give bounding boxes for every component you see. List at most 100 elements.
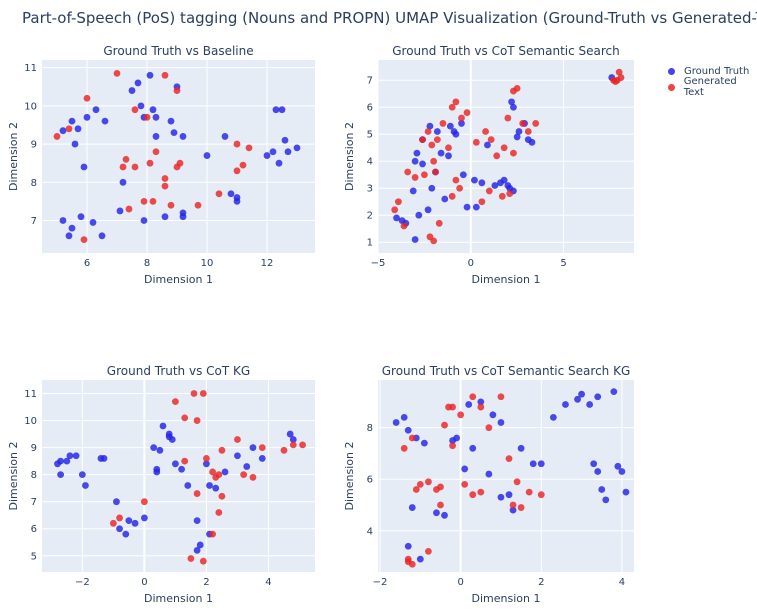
ground-truth-point: [450, 128, 458, 135]
ground-truth-point: [98, 232, 106, 240]
ground-truth-point: [411, 236, 419, 243]
y-axis-label: Dimension 2: [343, 442, 356, 511]
generated-text-point: [391, 206, 399, 214]
tick-label-x: 10: [201, 258, 214, 269]
generated-text-point: [472, 138, 480, 146]
generated-text-point: [457, 411, 465, 419]
ground-truth-point: [622, 488, 630, 496]
tick-label-y: 2: [367, 211, 373, 222]
legend-item-generated-text[interactable]: Generated Text: [668, 76, 757, 98]
ground-truth-point: [170, 129, 178, 137]
ground-truth-point: [203, 152, 211, 159]
generated-text-point: [482, 128, 489, 135]
ground-truth-point: [411, 157, 419, 165]
tick-label-x: 5: [560, 258, 566, 269]
ground-truth-point: [420, 439, 428, 447]
generated-text-point: [509, 501, 517, 509]
ground-truth-point: [179, 133, 187, 140]
generated-text-point: [505, 455, 513, 463]
legend-item-ground-truth[interactable]: Ground Truth: [668, 63, 757, 79]
tick-label-y: 7: [367, 76, 373, 87]
generated-text-point: [525, 488, 533, 496]
ground-truth-point: [196, 541, 204, 549]
ground-truth-point: [449, 437, 456, 444]
ground-truth-point: [618, 468, 626, 475]
ground-truth-point: [203, 460, 210, 468]
legend-marker-generated-text: [668, 83, 675, 91]
ground-truth-point: [509, 506, 517, 514]
generated-text-point: [119, 163, 127, 171]
ground-truth-point: [131, 519, 139, 527]
ground-truth-point: [471, 176, 478, 184]
generated-text-point: [487, 136, 495, 144]
plot-area-2: [378, 60, 634, 253]
ground-truth-point: [461, 465, 469, 473]
ground-truth-point: [152, 133, 160, 140]
ground-truth-point: [428, 184, 436, 192]
generated-text-point: [469, 393, 477, 401]
generated-text-point: [524, 128, 532, 135]
ground-truth-point: [441, 511, 448, 519]
ground-truth-point: [513, 133, 521, 141]
ground-truth-point: [446, 122, 454, 130]
ground-truth-point: [400, 413, 408, 421]
generated-text-point: [215, 190, 223, 198]
ground-truth-point: [89, 219, 97, 226]
generated-text-point: [404, 168, 412, 176]
ground-truth-point: [458, 120, 465, 127]
generated-text-point: [193, 490, 201, 497]
ground-truth-point: [463, 203, 471, 211]
generated-text-point: [532, 120, 540, 127]
ground-truth-point: [152, 113, 160, 121]
ground-truth-point: [537, 460, 545, 468]
ground-truth-point: [116, 207, 124, 215]
generated-text-point: [498, 192, 506, 200]
ground-truth-point: [227, 190, 235, 198]
generated-text-point: [439, 120, 447, 127]
generated-text-point: [83, 94, 91, 102]
ground-truth-point: [249, 444, 257, 452]
tick-label-y: 8: [31, 178, 37, 189]
ground-truth-point: [146, 71, 154, 79]
ground-truth-point: [437, 149, 445, 157]
generated-text-point: [194, 201, 202, 209]
ground-truth-point: [258, 455, 266, 462]
tick-label-x: 0: [141, 577, 147, 588]
ground-truth-point: [83, 113, 91, 121]
generated-text-point: [146, 159, 154, 167]
generated-text-point: [167, 201, 175, 209]
generated-text-point: [513, 478, 521, 486]
generated-text-point: [215, 471, 223, 479]
legend-label-generated-text: Generated Text: [683, 76, 737, 98]
generated-text-point: [190, 390, 198, 397]
generated-text-point: [239, 161, 247, 169]
generated-text-point: [233, 140, 241, 148]
ground-truth-point: [184, 482, 192, 489]
ground-truth-point: [497, 419, 505, 426]
ground-truth-point: [80, 163, 88, 171]
ground-truth-point: [171, 460, 179, 468]
generated-text-point: [245, 144, 253, 152]
ground-truth-point: [134, 79, 142, 87]
generated-text-point: [80, 236, 88, 244]
ground-truth-point: [116, 525, 123, 533]
x-axis-label: Dimension 1: [144, 273, 213, 286]
tick-label-x: 2: [203, 577, 209, 588]
ground-truth-point: [269, 148, 277, 156]
ground-truth-point: [153, 465, 161, 473]
generated-text-point: [149, 198, 157, 205]
generated-text-point: [181, 414, 189, 422]
generated-text-point: [458, 114, 465, 122]
generated-text-point: [400, 444, 408, 452]
ground-truth-point: [426, 122, 434, 130]
ground-truth-point: [179, 213, 187, 221]
generated-text-point: [504, 114, 512, 122]
generated-text-point: [125, 205, 133, 213]
tick-label-y: 9: [31, 443, 37, 454]
tick-label-y: 7: [31, 497, 37, 508]
ground-truth-point: [137, 102, 145, 110]
ground-truth-point: [59, 127, 67, 135]
ground-truth-point: [165, 433, 173, 441]
generated-text-point: [420, 171, 428, 179]
generated-text-point: [215, 509, 223, 516]
